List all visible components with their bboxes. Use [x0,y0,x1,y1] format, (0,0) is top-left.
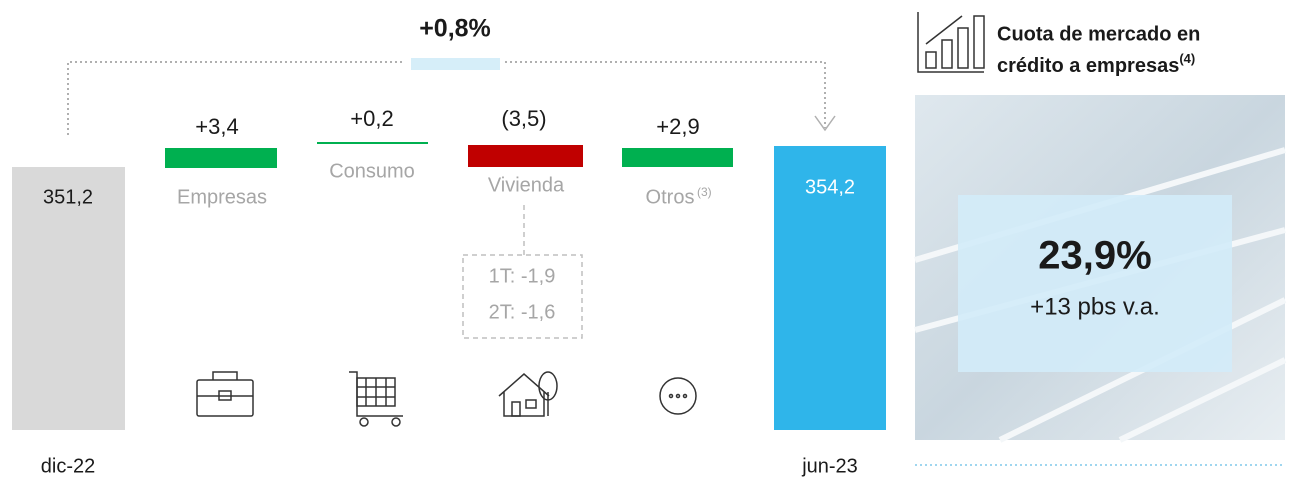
segment-value: +0,2 [350,106,393,131]
segment-value: (3,5) [501,106,546,131]
segment-name: Empresas [177,186,267,208]
end-value: 354,2 [805,176,855,198]
detail-line: 1T: -1,9 [489,265,556,287]
segment-name: Consumo [329,160,415,182]
detail-box [462,254,583,339]
end-bar [774,146,886,430]
start-bar [12,167,125,430]
superscript: (3) [697,185,712,199]
segment-name: Vivienda [488,174,565,196]
title-text: crédito a empresas [997,55,1179,77]
segment-value: +3,4 [195,114,238,139]
segment-bar [622,148,733,167]
total-change: +0,8% [419,15,491,43]
superscript: (4) [1179,51,1195,66]
segment-bar [468,145,583,167]
start-value: 351,2 [43,186,93,208]
segment-value: +2,9 [656,114,699,139]
kpi-change: +13 pbs v.a. [1030,293,1160,320]
house-icon [498,371,558,417]
detail-line: 2T: -1,6 [489,301,556,323]
start-label: dic-22 [41,455,95,477]
segment-bar [317,142,428,144]
segment-name: Otros [646,186,695,208]
end-label: jun-23 [801,455,858,477]
arrow [814,115,836,132]
more-icon [659,377,697,415]
kpi-value: 23,9% [1038,234,1151,278]
cart-icon [349,371,403,427]
kpi-box [958,195,1232,372]
briefcase-icon [196,371,254,417]
panel-title: Cuota de mercado en [997,23,1200,45]
chart-icon [917,12,985,73]
panel-title: crédito a empresas(4) [997,51,1195,77]
highlight [411,58,500,70]
bracket [67,61,826,135]
segment-bar [165,148,277,168]
